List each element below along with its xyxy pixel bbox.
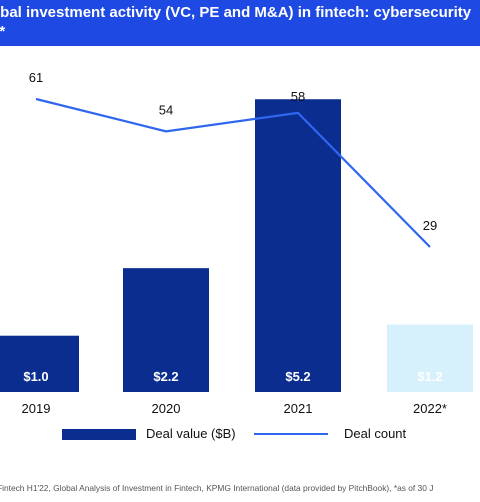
source-note: Fintech H1'22, Global Analysis of Invest… xyxy=(0,483,480,497)
x-tick-label: 2020 xyxy=(152,401,181,416)
bar-value-label: $2.2 xyxy=(153,369,178,384)
legend-line-swatch xyxy=(254,433,328,435)
bar-value-label: $5.2 xyxy=(285,369,310,384)
deal-count-label: 54 xyxy=(159,102,173,117)
source-text: Fintech H1'22, Global Analysis of Invest… xyxy=(0,483,434,493)
legend-bar-swatch xyxy=(62,429,136,440)
chart-title-continued: 2* xyxy=(0,23,5,40)
bar-value-label: $1.2 xyxy=(417,369,442,384)
bar-2020 xyxy=(123,268,209,392)
deal-count-label: 29 xyxy=(423,218,437,233)
x-tick-label: 2019 xyxy=(22,401,51,416)
legend-label-deal-count: Deal count xyxy=(344,426,407,441)
chart-legend: Deal value ($B) Deal count xyxy=(0,424,480,444)
bar-2022 xyxy=(387,324,473,392)
chart-header: obal investment activity (VC, PE and M&A… xyxy=(0,0,480,46)
bar-2019 xyxy=(0,335,79,392)
deal-count-line xyxy=(35,97,431,248)
x-tick-label: 2022* xyxy=(413,401,447,416)
x-tick-label: 2021 xyxy=(284,401,313,416)
deal-count-label: 61 xyxy=(29,70,43,85)
deal-count-label: 58 xyxy=(291,89,305,104)
bar-value-label: $1.0 xyxy=(23,369,48,384)
bar-2021 xyxy=(255,99,341,393)
legend-label-deal-value: Deal value ($B) xyxy=(146,426,236,441)
chart-title: obal investment activity (VC, PE and M&A… xyxy=(0,4,472,21)
chart-plot: $1.0 $2.2 $5.2 $1.2 2019 2020 2021 2022* 61 54 58 2… xyxy=(0,70,473,416)
